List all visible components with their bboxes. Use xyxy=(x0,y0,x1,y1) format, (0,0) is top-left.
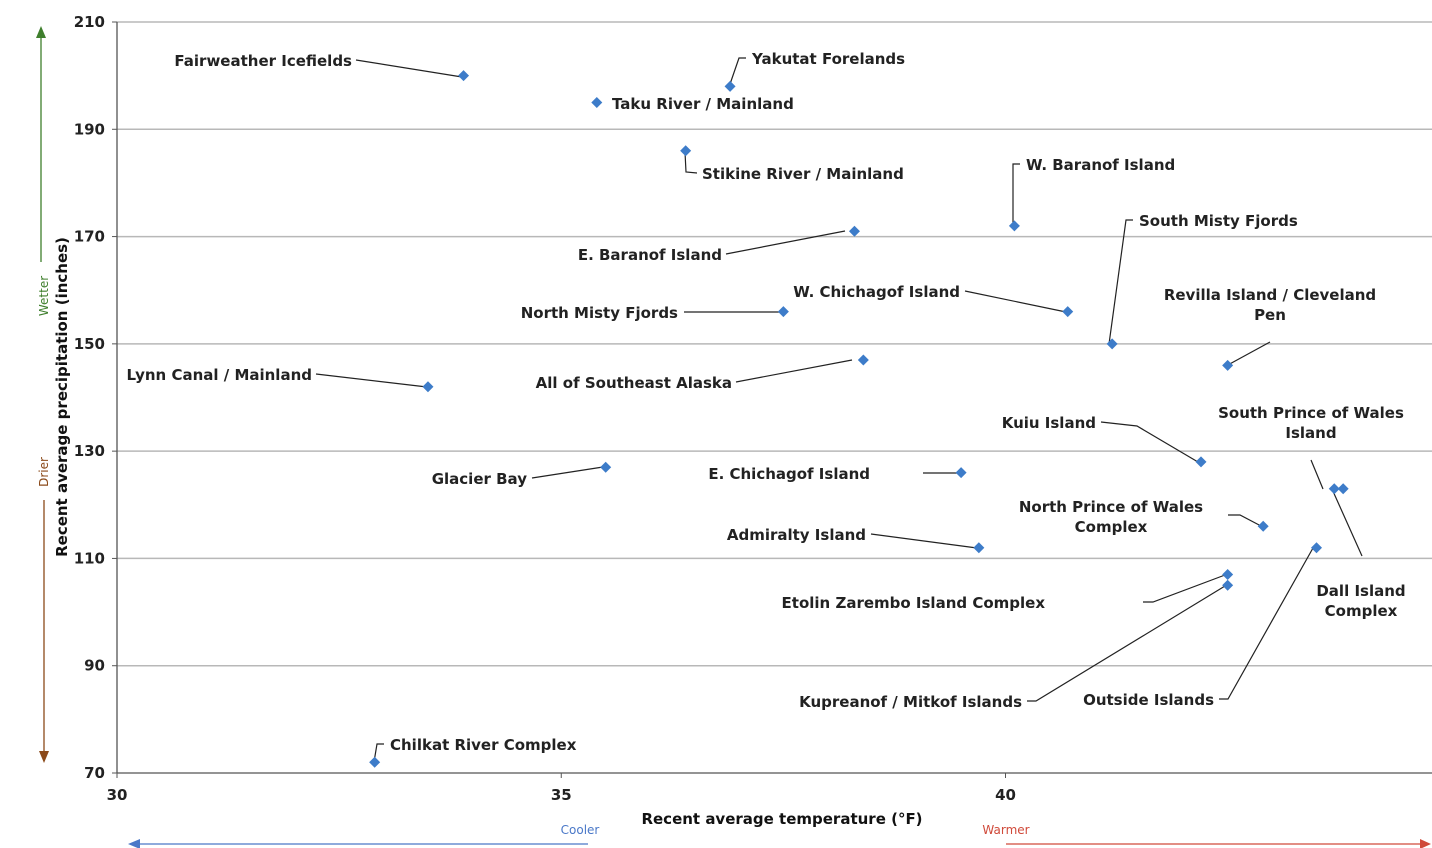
y-tick-label: 70 xyxy=(84,764,105,782)
data-points xyxy=(369,70,1349,768)
point-label: W. Chichagof Island xyxy=(793,283,960,301)
data-point xyxy=(1008,220,1020,232)
axes xyxy=(116,22,1432,774)
leader-line xyxy=(1225,341,1271,367)
point-label: Lynn Canal / Mainland xyxy=(127,366,312,384)
leader-line xyxy=(725,230,846,255)
drier-arrowhead xyxy=(39,751,49,763)
point-label: W. Baranof Island xyxy=(1026,156,1175,174)
leader-line xyxy=(373,743,384,763)
data-point xyxy=(1062,306,1074,318)
data-point xyxy=(724,80,736,92)
y-tick-label: 90 xyxy=(84,657,105,675)
point-label: Kuiu Island xyxy=(1002,414,1096,432)
point-label: Glacier Bay xyxy=(432,470,527,488)
point-label: Outside Islands xyxy=(1083,691,1214,709)
x-axis-title: Recent average temperature (°F) xyxy=(641,810,922,828)
leader-line xyxy=(315,373,428,388)
point-label: Revilla Island / Cleveland Pen xyxy=(1164,286,1376,324)
y-tick-labels: 70 90 110 130 150 170 190 210 xyxy=(74,13,117,782)
data-point xyxy=(777,306,789,318)
data-point xyxy=(955,467,967,479)
cooler-arrowhead xyxy=(128,839,140,848)
y-tick-label: 170 xyxy=(74,228,105,246)
y-tick-label: 150 xyxy=(74,335,105,353)
data-point xyxy=(1337,483,1349,495)
data-point xyxy=(1310,542,1322,554)
leader-line xyxy=(1108,219,1133,345)
point-label: Kupreanof / Mitkof Islands xyxy=(799,693,1022,711)
leader-line xyxy=(1331,488,1363,557)
point-label: Yakutat Forelands xyxy=(751,50,905,68)
data-point xyxy=(1222,569,1234,581)
point-label: South Prince of Wales Island xyxy=(1218,404,1404,442)
point-label: North Prince of Wales Complex xyxy=(1019,498,1203,536)
leader-line xyxy=(355,59,463,78)
gridlines xyxy=(117,21,1432,667)
drier-label: Drier xyxy=(37,457,51,487)
data-point xyxy=(1222,359,1234,371)
y-tick-label: 110 xyxy=(74,549,105,567)
leader-line xyxy=(1219,547,1314,700)
y-tick-label: 130 xyxy=(74,442,105,460)
point-label: E. Chichagof Island xyxy=(708,465,870,483)
leader-line xyxy=(1310,459,1324,490)
warmer-arrowhead xyxy=(1420,839,1431,848)
data-point xyxy=(1257,520,1269,532)
y-tick-label: 190 xyxy=(74,120,105,138)
data-point xyxy=(600,461,612,473)
data-point xyxy=(857,354,869,366)
data-point xyxy=(680,145,692,157)
cooler-indicator: Cooler xyxy=(128,823,599,848)
y-tick-label: 210 xyxy=(74,13,105,31)
point-label: South Misty Fjords xyxy=(1139,212,1298,230)
leader-line xyxy=(728,57,746,88)
leader-line xyxy=(1228,514,1262,527)
data-point xyxy=(1222,579,1234,591)
point-label: Dall Island Complex xyxy=(1316,582,1405,620)
point-label: Chilkat River Complex xyxy=(390,736,577,754)
drier-indicator: Drier xyxy=(37,457,51,763)
data-point xyxy=(369,756,381,768)
x-tick-label: 35 xyxy=(551,786,572,804)
point-labels: Fairweather Icefields Yakutat Forelands Ta… xyxy=(127,50,1406,754)
data-point xyxy=(1106,338,1118,350)
point-label: All of Southeast Alaska xyxy=(536,374,732,392)
leader-line xyxy=(531,466,604,479)
wetter-arrowhead xyxy=(36,26,46,38)
point-label: Admiralty Island xyxy=(727,526,866,544)
leader-line xyxy=(684,151,698,174)
leader-line xyxy=(964,290,1067,313)
leader-line xyxy=(1027,585,1226,702)
wetter-indicator: Wetter xyxy=(36,26,51,316)
data-point xyxy=(1195,456,1207,468)
data-point xyxy=(848,225,860,237)
point-label: E. Baranof Island xyxy=(578,246,722,264)
leader-line xyxy=(870,533,978,549)
data-point xyxy=(458,70,470,82)
point-label: Stikine River / Mainland xyxy=(702,165,904,183)
x-tick-label: 30 xyxy=(107,786,128,804)
data-point xyxy=(1328,483,1340,495)
leader-line xyxy=(1143,574,1226,603)
leader-line xyxy=(1100,421,1199,463)
leader-line xyxy=(1012,163,1020,226)
point-label: Etolin Zarembo Island Complex xyxy=(782,594,1046,612)
x-tick-labels: 30 35 40 xyxy=(107,773,1016,804)
wetter-label: Wetter xyxy=(37,276,51,316)
point-label: Fairweather Icefields xyxy=(174,52,352,70)
data-point xyxy=(591,96,603,108)
x-tick-label: 40 xyxy=(995,786,1016,804)
data-point xyxy=(422,381,434,393)
leader-lines xyxy=(315,57,1363,763)
warmer-label: Warmer xyxy=(982,823,1029,837)
y-axis-title: Recent average precipitation (inches) xyxy=(53,237,71,557)
data-point xyxy=(973,542,985,554)
leader-line xyxy=(735,359,853,383)
warmer-indicator: Warmer xyxy=(982,823,1431,848)
cooler-label: Cooler xyxy=(561,823,600,837)
point-label: Taku River / Mainland xyxy=(612,95,794,113)
point-label: North Misty Fjords xyxy=(521,304,678,322)
